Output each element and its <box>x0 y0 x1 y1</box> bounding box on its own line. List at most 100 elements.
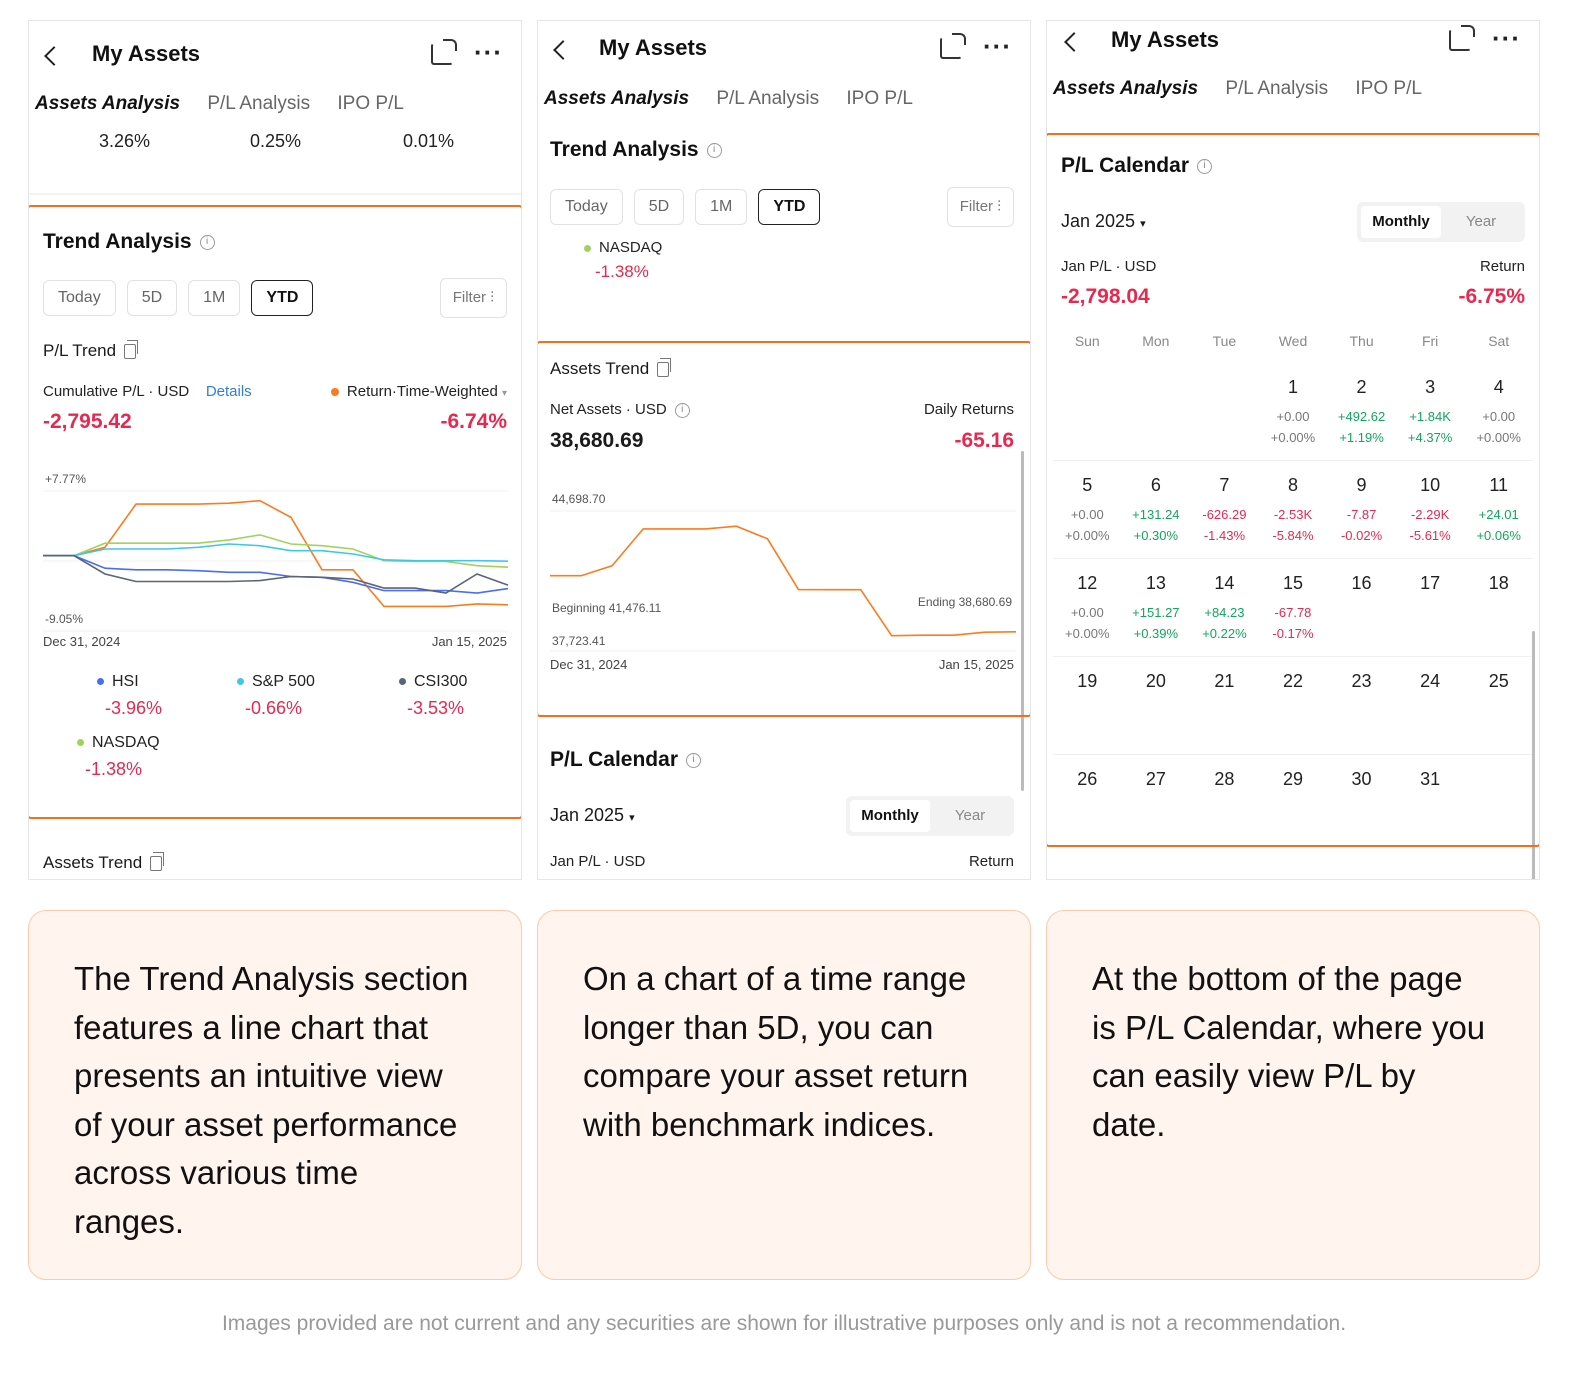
calendar-day[interactable]: 8 -2.53K -5.84% <box>1259 461 1328 558</box>
calendar-day[interactable]: 31 <box>1396 755 1465 853</box>
info-icon[interactable]: i <box>674 402 690 418</box>
tab-ipo-pl[interactable]: IPO P/L <box>337 93 404 114</box>
legend-csi300: CSI300 -3.53% <box>399 673 467 719</box>
calendar-day[interactable]: 11 +24.01 +0.06% <box>1464 461 1533 558</box>
calendar-day[interactable]: 19 <box>1053 657 1122 754</box>
tab-assets-analysis[interactable]: Assets Analysis <box>544 88 690 109</box>
calendar-day[interactable]: 3 +1.84K +4.37% <box>1396 363 1465 460</box>
toggle-monthly[interactable]: Monthly <box>850 800 930 832</box>
jan-pl-label: Jan P/L · USD <box>550 853 646 870</box>
info-icon[interactable]: i <box>199 234 215 250</box>
filter-button[interactable]: Filter ⫶ <box>439 278 507 318</box>
weekday-label: Wed <box>1278 333 1308 349</box>
month-selector[interactable]: Jan 2025 ▾ <box>550 805 635 825</box>
calendar-day[interactable]: 10 -2.29K -5.61% <box>1396 461 1465 558</box>
caption-card: The Trend Analysis section features a li… <box>28 910 522 1280</box>
toggle-monthly[interactable]: Monthly <box>1361 206 1441 238</box>
tab-ipo-pl[interactable]: IPO P/L <box>1355 78 1422 99</box>
copy-icon[interactable] <box>657 358 672 378</box>
more-icon[interactable]: ··· <box>474 37 503 67</box>
calendar-day[interactable]: 12 +0.00 +0.00% <box>1053 559 1122 656</box>
x-axis-end: Jan 15, 2025 <box>938 657 1014 672</box>
day-number: 4 <box>1493 377 1504 397</box>
calendar-day[interactable]: 14 +84.23 +0.22% <box>1190 559 1259 656</box>
net-assets-label: Net Assets · USD i <box>550 401 690 418</box>
scrollbar[interactable] <box>1532 631 1535 879</box>
tab-pl-analysis[interactable]: P/L Analysis <box>716 88 820 109</box>
calendar-day[interactable]: 9 -7.87 -0.02% <box>1327 461 1396 558</box>
day-number: 28 <box>1214 769 1235 789</box>
calendar-day[interactable]: 27 <box>1122 755 1191 853</box>
assets-trend-label: Assets Trend <box>550 358 672 379</box>
calendar-day[interactable]: 4 +0.00 +0.00% <box>1464 363 1533 460</box>
day-pl: -67.78 <box>1274 605 1312 620</box>
day-number: 7 <box>1219 475 1230 495</box>
filter-button[interactable]: Filter ⫶ <box>946 187 1014 227</box>
tab-ipo-pl[interactable]: IPO P/L <box>846 88 913 109</box>
calendar-day[interactable]: 15 -67.78 -0.17% <box>1259 559 1328 656</box>
copy-icon[interactable] <box>150 852 165 872</box>
month-selector[interactable]: Jan 2025 ▾ <box>1061 211 1146 231</box>
info-icon[interactable]: i <box>1197 158 1212 174</box>
more-icon[interactable]: ··· <box>983 31 1012 61</box>
disclaimer-text: Images provided are not current and any … <box>221 1312 1347 1335</box>
calendar-day[interactable]: 1 +0.00 +0.00% <box>1259 363 1328 460</box>
calendar-day[interactable]: 24 <box>1396 657 1465 754</box>
calendar-day[interactable]: 17 <box>1396 559 1465 656</box>
range-5d[interactable]: 5D <box>633 189 685 225</box>
info-icon[interactable]: i <box>706 142 722 158</box>
calendar-week-row: 5 +0.00 +0.00% 6 +131.24 +0.30% 7 -626.29 -1.43%… <box>1053 461 1533 559</box>
toggle-year[interactable]: Year <box>954 807 986 824</box>
calendar-day[interactable]: 2 +492.62 +1.19% <box>1327 363 1396 460</box>
calendar-day[interactable]: 29 <box>1259 755 1328 853</box>
share-icon[interactable] <box>940 33 966 59</box>
range-today[interactable]: Today <box>550 189 623 225</box>
series-line-s-p-500 <box>43 543 509 562</box>
calendar-day[interactable]: 18 <box>1464 559 1533 656</box>
range-ytd[interactable]: YTD <box>251 280 314 316</box>
details-link[interactable]: Details <box>205 383 252 400</box>
day-pct: +0.00% <box>1476 430 1521 445</box>
copy-icon[interactable] <box>124 340 139 360</box>
calendar-day[interactable]: 23 <box>1327 657 1396 754</box>
range-today[interactable]: Today <box>43 280 116 316</box>
info-icon[interactable]: i <box>686 752 701 768</box>
tab-assets-analysis[interactable]: Assets Analysis <box>1053 78 1199 99</box>
day-pct: +0.30% <box>1133 528 1179 543</box>
calendar-day[interactable]: 20 <box>1122 657 1191 754</box>
calendar-day[interactable]: 21 <box>1190 657 1259 754</box>
calendar-day[interactable]: 5 +0.00 +0.00% <box>1053 461 1122 558</box>
calendar-day[interactable]: 28 <box>1190 755 1259 853</box>
scrollbar[interactable] <box>1021 451 1024 791</box>
calendar-day[interactable]: 30 <box>1327 755 1396 853</box>
share-icon[interactable] <box>431 39 457 65</box>
pl-calendar-grid: Sun Mon Tue Wed Thu Fri Sat 1 +0.00 +0.00% 2 +492.… <box>1053 333 1533 853</box>
back-arrow-icon[interactable] <box>1064 32 1084 52</box>
calendar-day[interactable]: 22 <box>1259 657 1328 754</box>
tab-assets-analysis[interactable]: Assets Analysis <box>35 93 181 114</box>
more-icon[interactable]: ··· <box>1492 23 1521 53</box>
calendar-day[interactable]: 25 <box>1464 657 1533 754</box>
calendar-empty <box>1190 363 1259 460</box>
calendar-day[interactable]: 16 <box>1327 559 1396 656</box>
tab-pl-analysis[interactable]: P/L Analysis <box>1225 78 1329 99</box>
back-arrow-icon[interactable] <box>553 40 573 60</box>
range-5d[interactable]: 5D <box>126 280 178 316</box>
range-1m[interactable]: 1M <box>188 280 241 316</box>
period-toggle: Monthly Year <box>1357 202 1525 242</box>
calendar-day[interactable]: 26 <box>1053 755 1122 853</box>
y-axis-top-label: 44,698.70 <box>552 492 606 506</box>
tab-pl-analysis[interactable]: P/L Analysis <box>207 93 311 114</box>
calendar-day[interactable]: 6 +131.24 +0.30% <box>1122 461 1191 558</box>
share-icon[interactable] <box>1449 25 1475 51</box>
return-type-selector[interactable]: Return·Time-Weighted ▾ <box>330 383 507 400</box>
calendar-day[interactable]: 7 -626.29 -1.43% <box>1190 461 1259 558</box>
range-1m[interactable]: 1M <box>695 189 748 225</box>
back-arrow-icon[interactable] <box>44 46 64 66</box>
day-number: 23 <box>1351 671 1372 691</box>
day-pct: +0.00% <box>1065 626 1110 641</box>
legend-nasdaq: NASDAQ -1.38% <box>77 734 160 780</box>
range-ytd[interactable]: YTD <box>758 189 821 225</box>
toggle-year[interactable]: Year <box>1465 213 1497 230</box>
calendar-day[interactable]: 13 +151.27 +0.39% <box>1122 559 1191 656</box>
